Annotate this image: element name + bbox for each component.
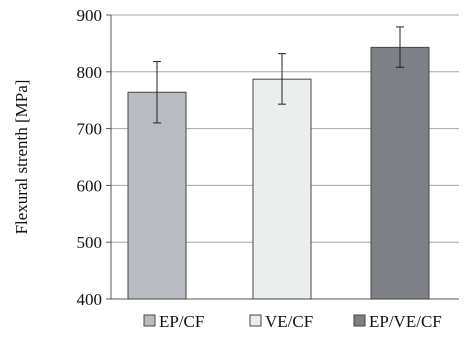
y-tick-label: 500 xyxy=(77,233,103,252)
bar-ep-cf xyxy=(127,91,187,300)
y-tick-label: 600 xyxy=(77,176,103,195)
bar-ep-ve-cf xyxy=(370,46,430,300)
legend-label: EP/VE/CF xyxy=(369,312,442,331)
bars xyxy=(127,46,430,300)
y-tick-label: 800 xyxy=(77,63,103,82)
error-bars xyxy=(153,26,404,124)
y-axis-title: Flexural strenth [MPa] xyxy=(12,80,31,235)
y-tick-label: 700 xyxy=(77,120,103,139)
legend-swatch xyxy=(353,314,366,327)
legend-label: EP/CF xyxy=(159,312,204,331)
legend: EP/CF VE/CF EP/VE/CF xyxy=(143,312,442,331)
legend-swatch xyxy=(143,314,156,327)
legend-label: VE/CF xyxy=(265,312,313,331)
y-tick-label: 900 xyxy=(77,6,103,25)
bar-ve-cf xyxy=(252,78,312,300)
y-tick-label: 400 xyxy=(77,290,103,309)
legend-swatch xyxy=(249,314,262,327)
